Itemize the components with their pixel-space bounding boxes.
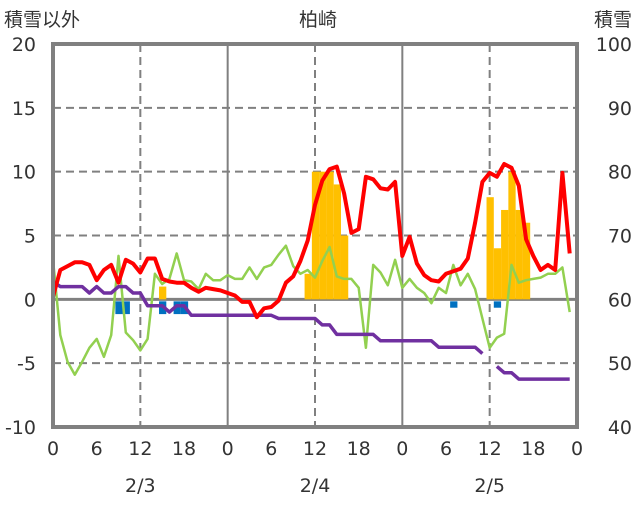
- green-series-line: [51, 244, 571, 376]
- right-tick-label: 50: [608, 353, 632, 375]
- x-tick-label: 12: [128, 438, 152, 460]
- x-tick-label: 6: [265, 438, 277, 460]
- blue-bar: [450, 301, 458, 308]
- orange-bar: [486, 197, 494, 300]
- orange-bar: [501, 209, 509, 300]
- date-label: 2/3: [125, 475, 156, 497]
- left-tick-label: 15: [12, 98, 36, 120]
- orange-bar: [333, 184, 341, 300]
- right-tick-label: 60: [608, 289, 632, 311]
- lines: [51, 162, 572, 381]
- x-tick-label: 6: [91, 438, 103, 460]
- left-tick-label: 5: [24, 226, 36, 248]
- orange-bar: [304, 273, 312, 300]
- x-tick-label: 18: [347, 438, 371, 460]
- right-tick-label: 70: [608, 226, 632, 248]
- orange-bar: [311, 171, 320, 300]
- purple-series-line: [51, 280, 570, 381]
- x-tick-label: 18: [521, 438, 545, 460]
- right-axis-label: 積雪: [594, 9, 632, 31]
- right-tick-label: 80: [608, 162, 632, 184]
- orange-bar: [340, 235, 349, 300]
- left-axis-label: 積雪以外: [4, 9, 80, 31]
- left-tick-label: 20: [12, 34, 36, 56]
- left-tick-label: -10: [5, 417, 36, 439]
- x-tick-label: 12: [478, 438, 502, 460]
- x-tick-label: 0: [396, 438, 408, 460]
- x-tick-label: 0: [47, 438, 59, 460]
- left-tick-label: 10: [12, 162, 36, 184]
- right-tick-label: 100: [596, 34, 632, 56]
- right-tick-label: 40: [608, 417, 632, 439]
- left-tick-label: -5: [17, 353, 36, 375]
- orange-bar: [515, 209, 523, 300]
- x-tick-label: 12: [303, 438, 327, 460]
- blue-bar: [122, 301, 130, 315]
- x-tick-label: 18: [172, 438, 196, 460]
- x-tick-label: 6: [440, 438, 452, 460]
- orange-bar: [319, 171, 327, 300]
- orange-bar: [522, 222, 531, 300]
- orange-bar: [326, 171, 334, 300]
- blue-bar: [493, 301, 502, 308]
- orange-bar: [508, 171, 516, 300]
- x-tick-label: 0: [571, 438, 583, 460]
- orange-bar: [493, 248, 502, 300]
- date-label: 2/4: [300, 475, 331, 497]
- chart-title: 柏崎: [299, 9, 337, 31]
- orange-bar: [159, 286, 167, 300]
- right-tick-label: 90: [608, 98, 632, 120]
- blue-bar: [173, 301, 181, 315]
- bars: [115, 171, 531, 315]
- blue-bar: [115, 301, 123, 315]
- date-label: 2/5: [474, 475, 505, 497]
- plot-frame: [51, 42, 579, 429]
- left-tick-label: 0: [24, 289, 36, 311]
- x-tick-label: 0: [222, 438, 234, 460]
- red-series-line: [51, 162, 572, 320]
